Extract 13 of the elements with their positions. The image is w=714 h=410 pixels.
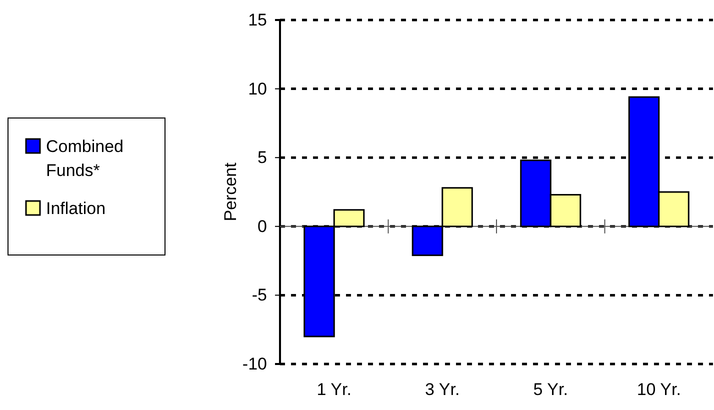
y-tick-label: 15 bbox=[248, 10, 267, 30]
y-tick-label: 10 bbox=[248, 79, 267, 98]
y-tick-label: -5 bbox=[252, 286, 267, 305]
legend-label: Combined Funds* bbox=[46, 137, 124, 180]
y-tick-label: -10 bbox=[242, 354, 267, 374]
x-tick-label: 5 Yr. bbox=[533, 380, 568, 399]
x-tick-label: 1 Yr. bbox=[316, 380, 352, 399]
x-tick-label: 10 Yr. bbox=[636, 380, 681, 399]
y-tick-label: 0 bbox=[258, 216, 267, 236]
y-axis-title: Percent bbox=[221, 162, 240, 222]
y-tick-label: 5 bbox=[258, 148, 267, 168]
legend-label: Inflation bbox=[46, 199, 106, 218]
x-tick-label: 3 Yr. bbox=[425, 380, 460, 399]
